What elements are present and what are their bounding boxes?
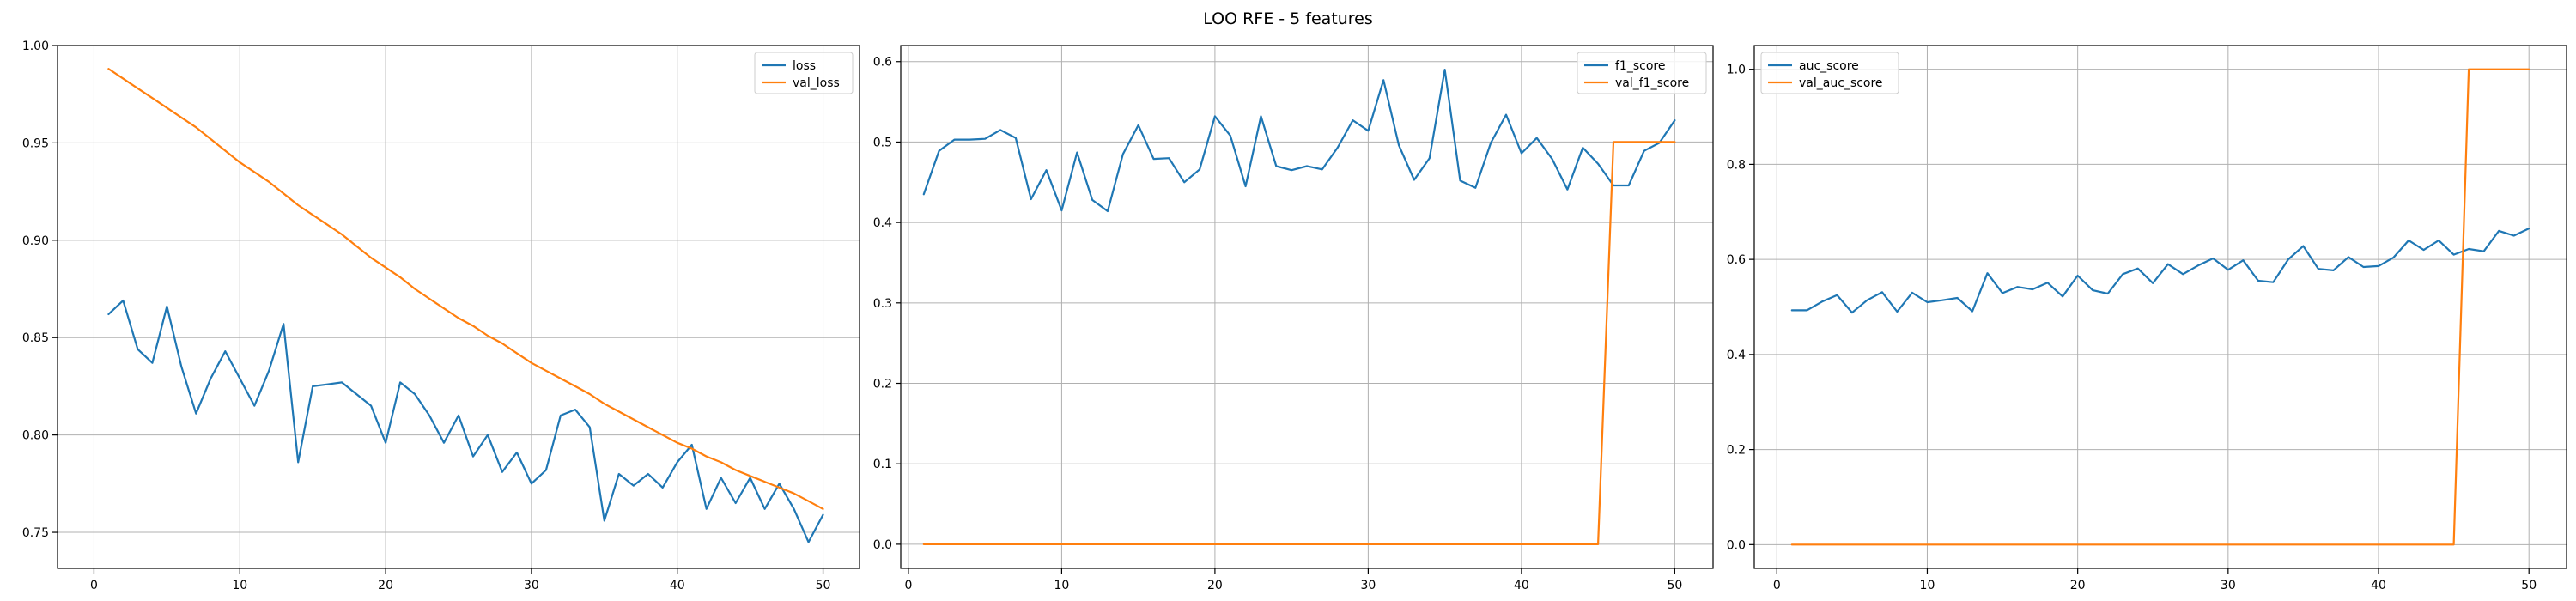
y-tick-label: 0.0	[1727, 538, 1746, 552]
x-tick-label: 20	[1207, 579, 1223, 592]
x-tick-label: 20	[378, 579, 393, 592]
legend: f1_score val_f1_score	[1577, 52, 1707, 94]
x-tick-label: 40	[1514, 579, 1529, 592]
y-tick-label: 0.75	[22, 526, 49, 540]
series-group	[1790, 68, 2530, 546]
y-tick-label: 0.4	[873, 216, 892, 230]
series-line-loss	[107, 300, 824, 543]
y-tick-label: 0.80	[22, 429, 49, 443]
legend-label: auc_score	[1799, 59, 1859, 73]
x-tick-label: 30	[524, 579, 539, 592]
legend: loss val_loss	[754, 52, 854, 94]
x-tick-label: 10	[232, 579, 247, 592]
subplot-f1-score: 0 10 20 30 40 50 0.0 0.1 0.2 0.3 0.4 0.5 0.6 f1_score…	[873, 45, 1714, 592]
x-tick-label: 50	[1667, 579, 1682, 592]
legend-box	[1760, 52, 1899, 94]
y-tick-label: 0.1	[873, 458, 892, 471]
y-tick-label: 1.0	[1727, 64, 1746, 77]
y-tick-label: 0.95	[22, 137, 49, 150]
x-tick-label: 10	[1920, 579, 1935, 592]
x-tick-label: 50	[816, 579, 831, 592]
series-group	[107, 68, 824, 543]
x-tick-label: 0	[90, 579, 98, 592]
series-line-val-auc-score	[1790, 68, 2530, 546]
y-tick-label: 1.00	[22, 39, 49, 53]
x-tick-label: 50	[2521, 579, 2537, 592]
series-line-auc-score	[1790, 228, 2530, 314]
x-tick-label: 10	[1054, 579, 1070, 592]
subplot-loss: 0 10 20 30 40 50 0.75 0.80 0.85 0.90 0.95 1.00 loss v…	[22, 39, 860, 592]
x-tick-label: 0	[904, 579, 912, 592]
legend-label: f1_score	[1615, 59, 1665, 73]
series-line-val-f1-score	[922, 141, 1676, 546]
y-tick-label: 0.90	[22, 234, 49, 248]
legend-label: loss	[793, 59, 816, 73]
legend-label: val_auc_score	[1799, 76, 1883, 90]
axes-frame	[57, 45, 860, 569]
x-tick-label: 30	[2221, 579, 2236, 592]
series-line-f1-score	[922, 68, 1676, 213]
axes-frame	[900, 45, 1714, 569]
y-tick-label: 0.6	[1727, 253, 1746, 267]
x-tick-label: 20	[2070, 579, 2086, 592]
series-line-val-loss	[107, 68, 824, 510]
axes-frame	[1753, 45, 2567, 569]
y-tick-label: 0.3	[873, 297, 892, 311]
y-tick-label: 0.0	[873, 538, 892, 552]
figure-suptitle: LOO RFE - 5 features	[1203, 9, 1373, 28]
y-tick-label: 0.5	[873, 136, 892, 149]
legend-label: val_f1_score	[1615, 76, 1689, 90]
x-tick-label: 30	[1360, 579, 1376, 592]
x-tick-label: 0	[1773, 579, 1781, 592]
y-tick-label: 0.8	[1727, 158, 1746, 172]
subplot-auc-score: 0 10 20 30 40 50 0.0 0.2 0.4 0.6 0.8 1.0 auc_scoreva…	[1727, 45, 2567, 592]
legend-label: val_loss	[793, 76, 840, 90]
y-tick-label: 0.2	[1727, 444, 1746, 458]
y-tick-label: 0.6	[873, 56, 892, 70]
y-tick-label: 0.4	[1727, 349, 1746, 362]
y-tick-label: 0.85	[22, 331, 49, 345]
series-group	[922, 68, 1676, 546]
legend: auc_score val_auc_score	[1760, 52, 1899, 94]
legend-box	[1577, 52, 1707, 94]
y-tick-label: 0.2	[873, 378, 892, 392]
x-tick-label: 40	[670, 579, 685, 592]
x-tick-label: 40	[2371, 579, 2386, 592]
